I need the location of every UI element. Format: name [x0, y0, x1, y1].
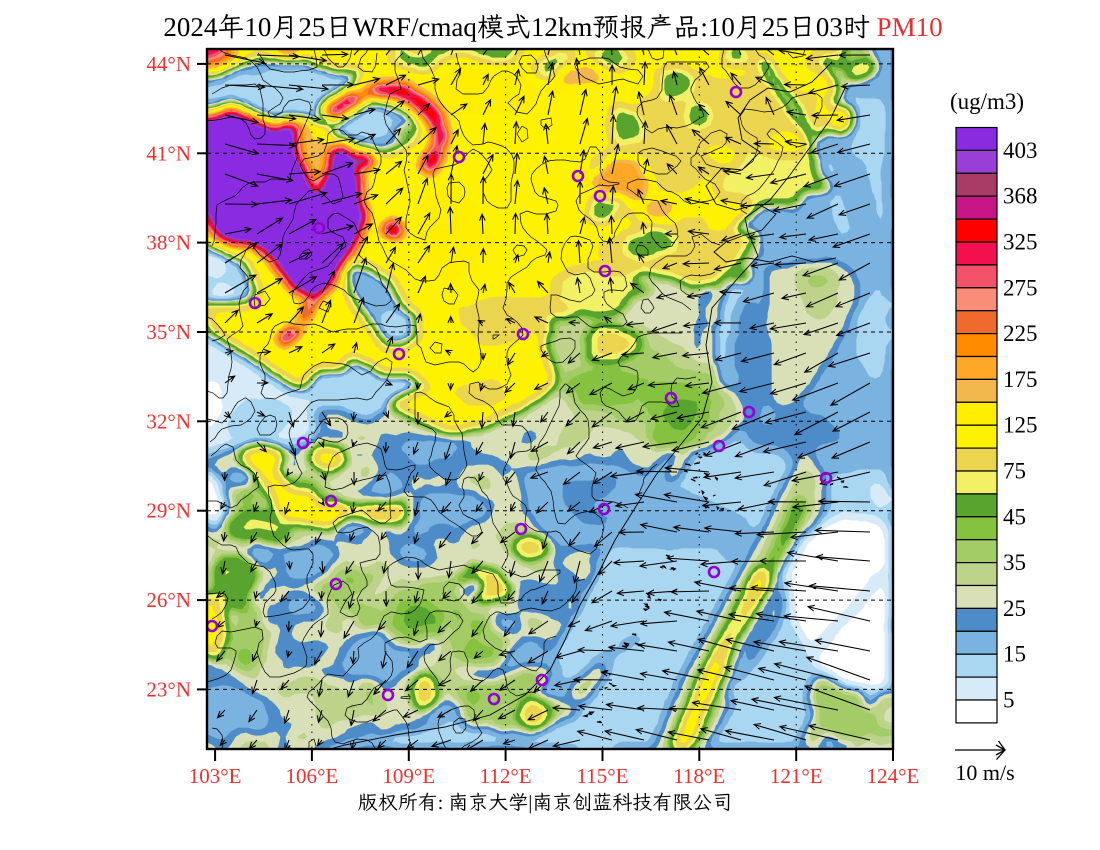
svg-text:10 m/s: 10 m/s — [955, 760, 1014, 785]
svg-text:225: 225 — [1003, 321, 1038, 346]
svg-text:109°E: 109°E — [382, 764, 435, 788]
svg-text:125: 125 — [1003, 413, 1038, 438]
svg-text:41°N: 41°N — [146, 141, 191, 165]
svg-text:103°E: 103°E — [189, 764, 242, 788]
svg-text:75: 75 — [1003, 459, 1026, 484]
svg-text:26°N: 26°N — [146, 588, 191, 612]
svg-text:106°E: 106°E — [286, 764, 339, 788]
svg-text:115°E: 115°E — [577, 764, 629, 788]
svg-text:5: 5 — [1003, 688, 1015, 713]
svg-text:118°E: 118°E — [673, 764, 725, 788]
svg-text:23°N: 23°N — [146, 677, 191, 701]
svg-text:44°N: 44°N — [146, 52, 191, 76]
svg-text:121°E: 121°E — [770, 764, 823, 788]
svg-text:45: 45 — [1003, 504, 1026, 529]
svg-text:32°N: 32°N — [146, 409, 191, 433]
svg-text:29°N: 29°N — [146, 499, 191, 523]
svg-text:175: 175 — [1003, 367, 1038, 392]
svg-text:403: 403 — [1003, 138, 1038, 163]
svg-text:15: 15 — [1003, 642, 1026, 667]
svg-text:325: 325 — [1003, 230, 1038, 255]
svg-text:368: 368 — [1003, 184, 1038, 209]
svg-text:35°N: 35°N — [146, 320, 191, 344]
svg-text:35: 35 — [1003, 550, 1026, 575]
svg-text:25: 25 — [1003, 596, 1026, 621]
svg-text:(ug/m3): (ug/m3) — [950, 89, 1024, 114]
svg-text:124°E: 124°E — [867, 764, 920, 788]
svg-text:38°N: 38°N — [146, 231, 191, 255]
svg-text:275: 275 — [1003, 275, 1038, 300]
svg-text:112°E: 112°E — [480, 764, 532, 788]
